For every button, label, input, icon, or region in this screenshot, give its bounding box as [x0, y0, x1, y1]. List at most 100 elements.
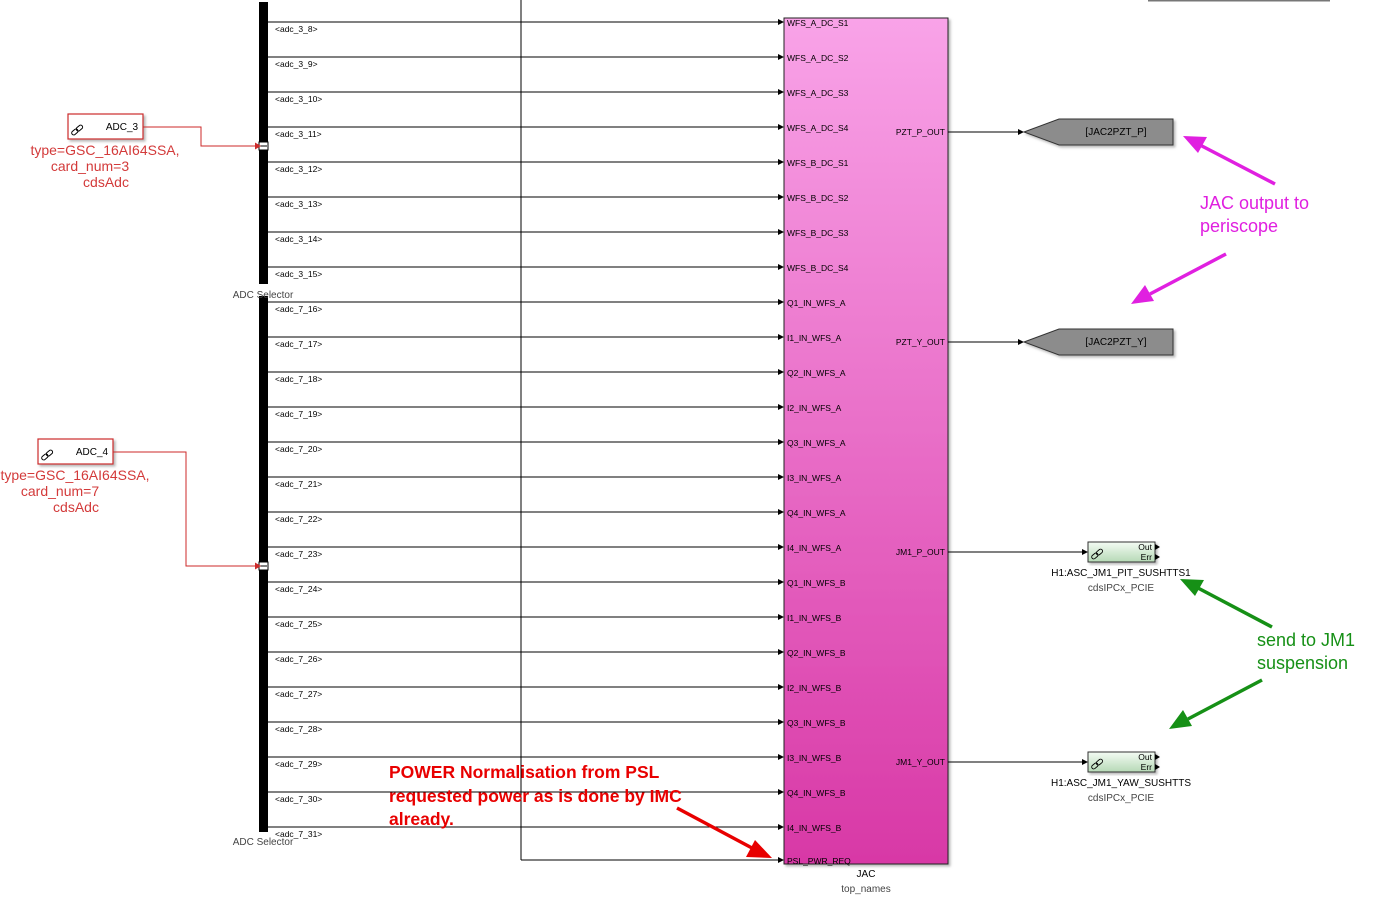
- jac-input-port-label: PSL_PWR_REQ: [787, 856, 851, 866]
- jac-input-port-label: Q3_IN_WFS_A: [787, 438, 846, 448]
- annotation-arrow: [1197, 586, 1273, 629]
- annotation-arrow: [676, 806, 753, 850]
- ipc-block-library: cdsIPCx_PCIE: [1088, 793, 1154, 804]
- annotation-arrow: [1187, 678, 1263, 721]
- goto-tag-label: [JAC2PZT_Y]: [1085, 337, 1146, 348]
- adc-block-label: ADC_4: [76, 447, 109, 458]
- ipc-block-name: H1:ASC_JM1_PIT_SUSHTTS1: [1051, 568, 1191, 579]
- adc-selector-label: ADC Selector: [233, 837, 294, 848]
- adc-selector-label: ADC Selector: [233, 290, 294, 301]
- signal-arrowhead: [778, 124, 784, 130]
- adc-library-name: cdsAdc: [53, 499, 99, 515]
- signal-label: <adc_7_16>: [275, 304, 322, 314]
- jac-input-port-label: I2_IN_WFS_A: [787, 403, 842, 413]
- signal-arrowhead: [778, 194, 784, 200]
- signal-arrowhead: [778, 579, 784, 585]
- signal-arrowhead: [778, 754, 784, 760]
- jac-input-port-label: Q4_IN_WFS_B: [787, 788, 846, 798]
- adc-block-label: ADC_3: [106, 122, 139, 133]
- jm1-annotation: send to JM1 suspension: [1169, 579, 1355, 729]
- signal-arrowhead: [778, 614, 784, 620]
- jac-input-port-label: WFS_A_DC_S3: [787, 88, 849, 98]
- jac-input-port-label: Q1_IN_WFS_B: [787, 578, 846, 588]
- signal-label: <adc_7_29>: [275, 759, 322, 769]
- signal-label: <adc_3_10>: [275, 94, 322, 104]
- ipc-block[interactable]: [1087, 751, 1156, 773]
- jac-input-port-label: WFS_B_DC_S1: [787, 158, 849, 168]
- adc-card-param: card_num=3: [51, 158, 129, 174]
- ipc-err-port-label: Err: [1141, 762, 1153, 772]
- signal-label: <adc_7_28>: [275, 724, 322, 734]
- signal-label: <adc_7_31>: [275, 829, 322, 839]
- adc-3-connection: [143, 126, 255, 147]
- link-icon: [71, 124, 84, 136]
- jac-block-name: JAC: [857, 869, 876, 880]
- signal-arrowhead: [778, 474, 784, 480]
- annotation-line: send to JM1: [1257, 630, 1355, 650]
- jac-input-port-label: Q4_IN_WFS_A: [787, 508, 846, 518]
- signal-arrowhead: [778, 857, 784, 863]
- jac-input-port-label: I4_IN_WFS_A: [787, 543, 842, 553]
- goto-tag[interactable]: [1022, 328, 1174, 356]
- link-icon: [1091, 758, 1104, 770]
- annotation-line: periscope: [1200, 216, 1278, 236]
- signal-arrowhead: [778, 684, 784, 690]
- adc-library-name: cdsAdc: [83, 174, 129, 190]
- signal-label: <adc_7_19>: [275, 409, 322, 419]
- jac-input-port-label: I1_IN_WFS_A: [787, 333, 842, 343]
- signal-arrowhead: [778, 159, 784, 165]
- signal-arrowhead: [778, 509, 784, 515]
- ipc-block-library: cdsIPCx_PCIE: [1088, 583, 1154, 594]
- periscope-annotation: JAC output to periscope: [1131, 136, 1309, 304]
- annotation-arrow: [1199, 143, 1276, 186]
- signal-label: <adc_3_12>: [275, 164, 322, 174]
- jac-input-port-label: Q2_IN_WFS_A: [787, 368, 846, 378]
- jac-input-port-label: WFS_B_DC_S4: [787, 263, 849, 273]
- jac-block[interactable]: [783, 17, 949, 865]
- adc-block-body[interactable]: [37, 438, 114, 465]
- adc-4-connection: [113, 451, 255, 567]
- jac-output-port-label: JM1_P_OUT: [896, 547, 945, 557]
- jac-input-port-label: WFS_A_DC_S2: [787, 53, 849, 63]
- signal-label: <adc_7_24>: [275, 584, 322, 594]
- signal-arrowhead: [778, 54, 784, 60]
- signal-arrowhead: [778, 824, 784, 830]
- signal-arrowhead: [778, 334, 784, 340]
- adc-type-param: type=GSC_16AI64SSA,: [30, 142, 179, 158]
- jac-input-port-label: I4_IN_WFS_B: [787, 823, 842, 833]
- signal-label: <adc_7_23>: [275, 549, 322, 559]
- jac-output-port-label: PZT_P_OUT: [896, 127, 945, 137]
- goto-tag[interactable]: [1022, 118, 1174, 146]
- jac-input-port-label: WFS_B_DC_S3: [787, 228, 849, 238]
- signal-label: <adc_7_21>: [275, 479, 322, 489]
- signal-lines: <adc_3_8> <adc_3_9> <adc_3_10> <adc_3_11> <a…: [268, 19, 784, 863]
- jac-input-port-label: I3_IN_WFS_A: [787, 473, 842, 483]
- jac-input-port-label: I3_IN_WFS_B: [787, 753, 842, 763]
- jac-input-port-label: Q1_IN_WFS_A: [787, 298, 846, 308]
- signal-label: <adc_7_25>: [275, 619, 322, 629]
- ipc-block-name: H1:ASC_JM1_YAW_SUSHTTS: [1051, 778, 1191, 789]
- annotation-line: suspension: [1257, 653, 1348, 673]
- signal-label: <adc_7_26>: [275, 654, 322, 664]
- ipc-block[interactable]: [1087, 541, 1156, 563]
- goto-tags: [JAC2PZT_P] [JAC2PZT_Y]: [948, 118, 1174, 356]
- jac-input-port-label: Q3_IN_WFS_B: [787, 718, 846, 728]
- adc-block-body[interactable]: [67, 113, 144, 140]
- signal-arrowhead: [778, 544, 784, 550]
- signal-label: <adc_7_27>: [275, 689, 322, 699]
- jac-input-port-label: WFS_A_DC_S1: [787, 18, 849, 28]
- signal-label: <adc_7_17>: [275, 339, 322, 349]
- jac-input-port-label: WFS_A_DC_S4: [787, 123, 849, 133]
- signal-arrowhead: [778, 439, 784, 445]
- signal-label: <adc_3_15>: [275, 269, 322, 279]
- annotation-line: requested power as is done by IMC: [389, 786, 682, 806]
- adc-4-block[interactable]: ADC_4: [37, 438, 114, 465]
- adc-3-block[interactable]: ADC_3: [67, 113, 144, 140]
- signal-arrowhead: [778, 229, 784, 235]
- jac-input-port-label: WFS_B_DC_S2: [787, 193, 849, 203]
- signal-label: <adc_3_14>: [275, 234, 322, 244]
- jac-output-port-label: PZT_Y_OUT: [896, 337, 945, 347]
- ipc-blocks: OutErrH1:ASC_JM1_PIT_SUSHTTS1cdsIPCx_PCI…: [948, 541, 1191, 804]
- jac-block-subtitle: top_names: [841, 884, 890, 895]
